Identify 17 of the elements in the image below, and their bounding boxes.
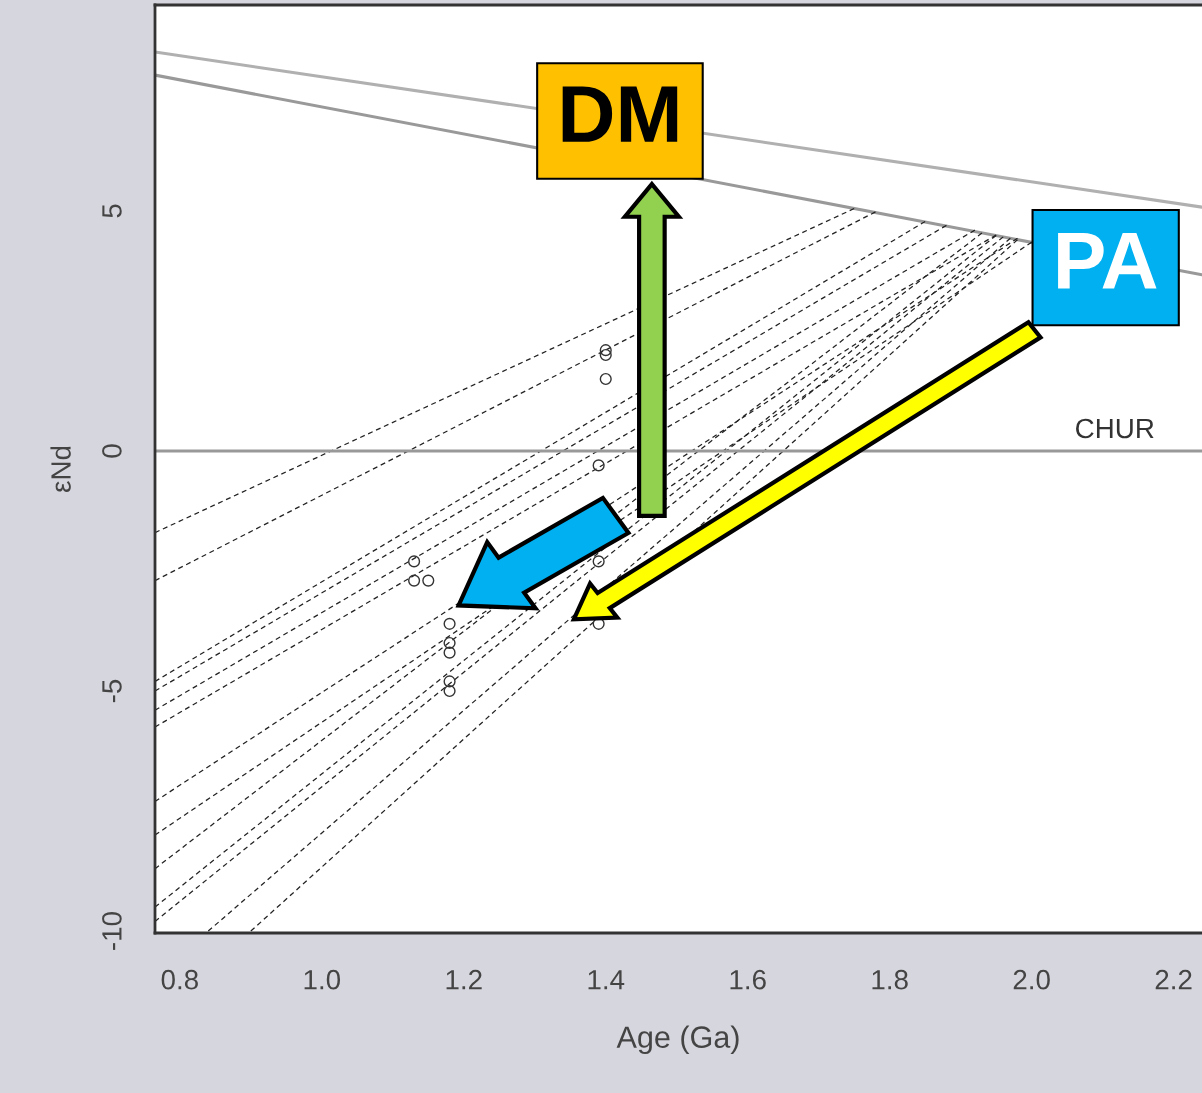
x-tick-label: 2.0 — [1013, 969, 1050, 990]
ref-line-label: CHUR — [1076, 418, 1154, 439]
x-axis-title: Age (Ga) — [616, 1025, 739, 1055]
y-tick-label: -10 — [102, 912, 122, 950]
x-tick-label: 1.2 — [446, 969, 482, 990]
x-tick-label: 1.6 — [730, 969, 766, 990]
y-axis-title: εNd — [50, 446, 71, 492]
x-tick-label: 1.4 — [588, 970, 625, 990]
x-tick-label: 2.2 — [1155, 969, 1192, 990]
y-tick-label: 5 — [102, 204, 122, 218]
annotation: DM — [562, 86, 678, 142]
x-tick-label: 0.8 — [161, 969, 198, 990]
x-tick-label: 1.8 — [872, 969, 908, 990]
annotation: PA — [1058, 233, 1157, 289]
x-tick-label: 1.0 — [304, 969, 341, 990]
y-tick-label: -5 — [102, 679, 122, 703]
y-tick-label: 0 — [102, 444, 122, 458]
